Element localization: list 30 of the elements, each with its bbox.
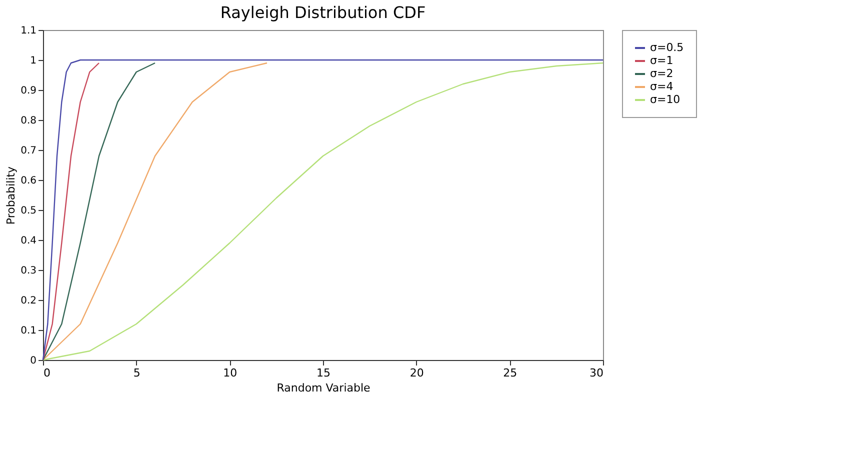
legend-label: σ=10	[650, 93, 680, 106]
y-tick-label: 0.7	[20, 146, 36, 156]
y-tick-label: 0.2	[20, 296, 36, 306]
y-axis-title: Probability	[4, 166, 18, 225]
x-tick-label: 30	[590, 366, 604, 380]
legend-label: σ=2	[650, 67, 674, 80]
line-series	[42, 62, 268, 361]
y-tick-label: 0.8	[20, 116, 36, 126]
x-tick-label: 20	[410, 366, 424, 380]
y-tick-label: 0.1	[20, 326, 36, 336]
y-tick-label: 0.9	[20, 86, 36, 96]
line-series	[42, 62, 156, 361]
x-tick-label: 15	[316, 366, 330, 380]
chart-title: Rayleigh Distribution CDF	[220, 3, 426, 22]
legend-label: σ=1	[650, 54, 674, 67]
y-tick-label: 0	[30, 356, 36, 366]
y-tick-label: 1	[30, 56, 36, 66]
x-axis-title: Random Variable	[276, 382, 371, 394]
x-tick-label: 10	[223, 366, 238, 380]
line-series	[42, 62, 100, 361]
y-tick-label: 0.4	[20, 236, 36, 246]
y-tick-label: 0.6	[20, 176, 36, 186]
x-tick-label: 25	[503, 366, 518, 380]
x-tick-label: 5	[133, 366, 140, 380]
y-tick-label: 1.1	[20, 26, 36, 36]
legend-label: σ=4	[650, 80, 674, 93]
x-tick-label: 0	[44, 366, 50, 380]
legend-label: σ=0.5	[650, 41, 684, 54]
y-tick-label: 0.3	[20, 266, 36, 276]
y-tick-label: 0.5	[20, 206, 36, 216]
